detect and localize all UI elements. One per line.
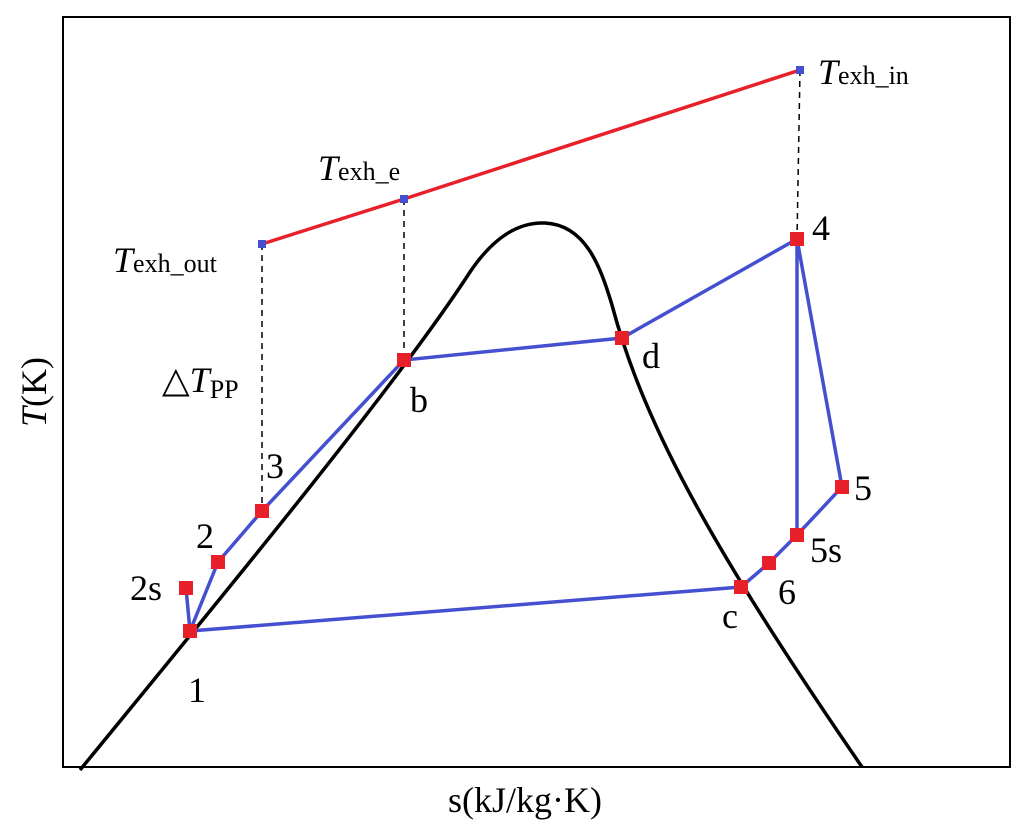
point-label: 5: [854, 468, 872, 508]
pinch-label: △TPP: [162, 360, 239, 404]
subscript: PP: [210, 375, 239, 404]
state-point: [835, 480, 849, 494]
exhaust-label: Texh_e: [318, 148, 400, 188]
subscript: exh_in: [838, 61, 909, 90]
point-label: 4: [812, 208, 830, 248]
state-point: [734, 580, 748, 594]
exhaust-point: [400, 195, 408, 203]
symbol: T: [318, 148, 341, 188]
point-label: 2: [196, 516, 214, 556]
exhaust-point: [796, 66, 804, 74]
exhaust-points: [258, 66, 804, 248]
exhaust-point: [258, 240, 266, 248]
subscript: exh_e: [338, 157, 400, 186]
point-label: b: [410, 380, 428, 420]
subscript: exh_out: [133, 249, 218, 278]
y-axis-label: T(K): [14, 357, 54, 427]
state-point: [790, 232, 804, 246]
state-point: [255, 504, 269, 518]
saturation-curve: [78, 221, 864, 772]
state-point: [615, 331, 629, 345]
state-point: [211, 555, 225, 569]
exhaust-label: Texh_out: [113, 240, 218, 280]
state-point: [790, 528, 804, 542]
point-label: d: [642, 336, 660, 376]
dashed-lines: [261, 69, 801, 511]
state-point: [183, 624, 197, 638]
x-axis-label: s(kJ/kg·K): [448, 780, 602, 820]
frame: [62, 16, 1011, 768]
point-label: c: [722, 596, 738, 636]
point-label: 2s: [130, 568, 162, 608]
symbol: T: [113, 240, 136, 280]
exhaust-label: Texh_in: [818, 52, 909, 92]
point-label: 1: [188, 670, 206, 710]
state-points: [179, 232, 849, 638]
state-point: [397, 353, 411, 367]
unit: (K): [14, 357, 54, 407]
point-label: 5s: [810, 530, 842, 570]
symbol: T: [14, 404, 54, 427]
state-point: [179, 581, 193, 595]
symbol: △T: [162, 360, 213, 400]
point-label: 6: [778, 572, 796, 612]
point-label: 3: [266, 446, 284, 486]
cycle-line: [184, 587, 192, 632]
state-point: [762, 556, 776, 570]
symbol: T: [818, 52, 841, 92]
